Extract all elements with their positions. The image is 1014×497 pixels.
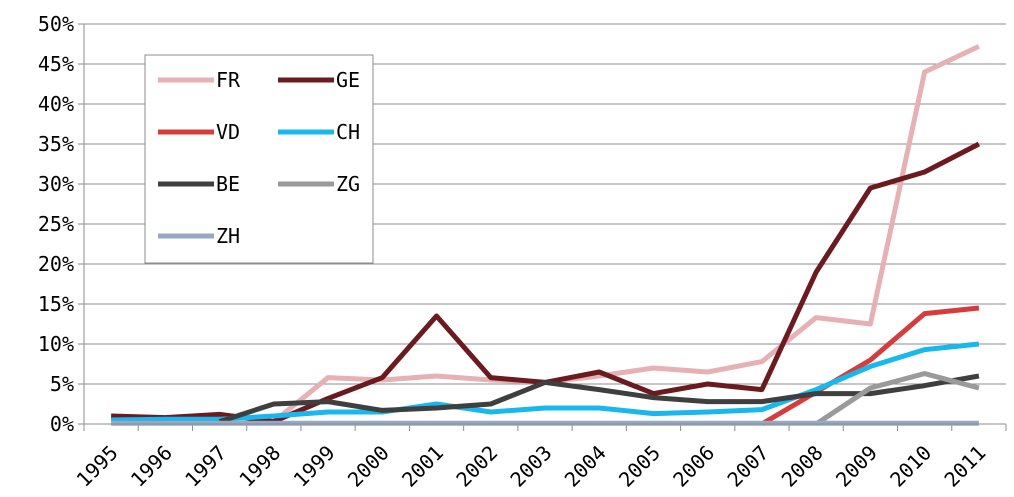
y-tick-label: 45%: [38, 52, 74, 76]
series-line-be: [218, 373, 980, 424]
series-line-zg: [814, 371, 980, 427]
x-tick-label: 2005: [614, 441, 665, 492]
y-tick-label: 25%: [38, 212, 74, 236]
series-line-fr: [272, 44, 980, 424]
legend-box: [144, 54, 374, 264]
x-tick-label: 1996: [126, 441, 177, 492]
y-tick-label: 0%: [50, 412, 74, 436]
axes: [83, 24, 1006, 425]
x-tick-label: 2000: [343, 441, 394, 492]
legend-label-be: BE: [216, 172, 240, 196]
series-lines: [111, 44, 981, 427]
legend-label-fr: FR: [216, 68, 241, 92]
x-tick-label: 2001: [397, 441, 448, 492]
x-tick-label: 2010: [885, 441, 936, 492]
x-tick-label: 2002: [451, 441, 502, 492]
x-tick-label: 2011: [939, 441, 990, 492]
x-tick-label: 2009: [831, 441, 882, 492]
legend-label-ch: CH: [336, 120, 360, 144]
x-axis-tick-labels: 1995 1996 1997 1998 1999 2000 2001 2002 2003 2004…: [72, 441, 991, 492]
x-tick-label: 1995: [72, 441, 123, 492]
legend-label-vd: VD: [216, 120, 240, 144]
x-tick-label: 2007: [722, 441, 773, 492]
y-tick-label: 10%: [38, 332, 74, 356]
series-line-vd: [760, 305, 980, 427]
legend-label-zg: ZG: [336, 172, 360, 196]
legend: FR GE VD CH BE ZG ZH: [144, 54, 374, 264]
x-tick-label: 2003: [506, 441, 557, 492]
x-tick-label: 2008: [777, 441, 828, 492]
x-tick-label: 2004: [560, 441, 611, 492]
y-tick-label: 15%: [38, 292, 74, 316]
y-tick-label: 35%: [38, 132, 74, 156]
y-tick-label: 5%: [50, 372, 74, 396]
x-tick-label: 1999: [289, 441, 340, 492]
legend-label-ge: GE: [336, 68, 360, 92]
x-tick-label: 2006: [668, 441, 719, 492]
y-tick-label: 50%: [38, 12, 74, 36]
y-tick-label: 30%: [38, 172, 74, 196]
series-line-ch: [111, 341, 980, 423]
legend-label-zh: ZH: [216, 224, 240, 248]
x-tick-label: 1998: [234, 441, 285, 492]
y-tick-label: 20%: [38, 252, 74, 276]
y-axis-tick-labels: 0% 5% 10% 15% 20% 25% 30% 35% 40% 45% 50%: [38, 12, 74, 436]
x-tick-label: 1997: [180, 441, 231, 492]
y-tick-label: 40%: [38, 92, 74, 116]
